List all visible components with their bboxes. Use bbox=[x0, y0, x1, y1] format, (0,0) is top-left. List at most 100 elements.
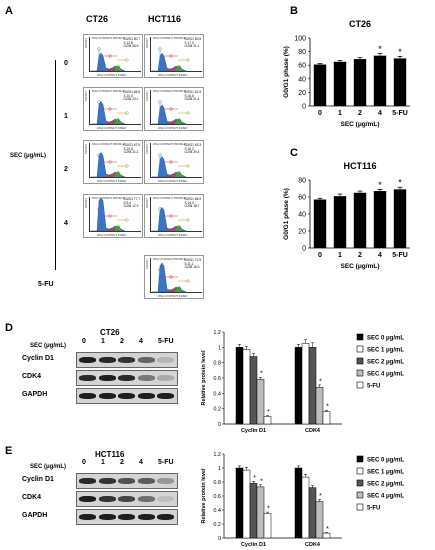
panel-d-row-label: Cyclin D1 bbox=[22, 355, 54, 362]
gate-marker bbox=[125, 58, 129, 62]
chart-c-y-tick-label: 80 bbox=[298, 178, 306, 185]
dna-content-histogram: DNA CONTENT PROFILE DNA CONTENT INDEX COUN… bbox=[83, 194, 143, 238]
gate-marker bbox=[186, 279, 190, 283]
chart-d-y-tick-label: 1.2 bbox=[213, 330, 221, 336]
chart-c-bar bbox=[333, 196, 347, 248]
histogram-stat-line: G0/G1 67.9 bbox=[123, 143, 140, 147]
histogram-stats: G0/G1 61.9 S 16.6 G2/M 21.4 bbox=[184, 90, 201, 102]
chart-e-bar bbox=[301, 476, 310, 539]
chart-c-significance-mark: * bbox=[378, 180, 382, 190]
g2-peak bbox=[114, 118, 122, 124]
g1-peak bbox=[91, 198, 126, 232]
chart-d-bar bbox=[242, 349, 251, 425]
histogram-axis bbox=[89, 90, 141, 125]
chart-e-legend-label: 5-FU bbox=[367, 506, 380, 512]
panel-e-band bbox=[118, 514, 135, 520]
chart-e-legend-swatch bbox=[356, 455, 364, 463]
panel-e-lane-label: 5-FU bbox=[158, 459, 174, 466]
chart-e-x-tick-label: CDK4 bbox=[305, 542, 321, 548]
histogram-plot bbox=[91, 198, 129, 232]
g2-peak bbox=[175, 171, 183, 177]
chart-e-ylabel: Relative protein level bbox=[201, 468, 207, 523]
panel-a-row-label: 2 bbox=[64, 166, 68, 173]
chart-b-x-tick-label: 1 bbox=[338, 110, 342, 117]
gate-marker bbox=[169, 160, 173, 164]
g2-peak bbox=[175, 225, 183, 231]
histogram-caption: DNA CONTENT PROFILE bbox=[153, 196, 186, 200]
gate-marker bbox=[169, 107, 173, 111]
gate-marker bbox=[169, 214, 173, 218]
histogram-plot bbox=[152, 100, 190, 125]
histogram-axis bbox=[150, 258, 202, 293]
histogram-stat-line: S 12.8 bbox=[123, 40, 133, 45]
chart-b-y-tick-label: 40 bbox=[298, 76, 306, 83]
g1-peak bbox=[152, 262, 187, 293]
histogram-axis bbox=[89, 37, 141, 72]
chart-c-xlabel: SEC (μg/mL) bbox=[340, 263, 379, 270]
chart-e-y-tick-label: 0.4 bbox=[213, 508, 221, 514]
chart-c-ylabel: G0/G1 phase (%) bbox=[283, 188, 290, 240]
panel-e-row-label: GAPDH bbox=[22, 512, 48, 519]
panel-a-row-label: 1 bbox=[64, 113, 68, 120]
chart-d-significance-mark: * bbox=[319, 378, 322, 385]
chart-c-x-tick-label: 2 bbox=[358, 252, 362, 259]
panel-d-band bbox=[157, 375, 174, 381]
chart-d-y-tick-label: 1 bbox=[218, 345, 221, 351]
gate-marker bbox=[97, 47, 101, 51]
chart-e-y-tick-label: 1.2 bbox=[213, 452, 221, 458]
chart-e-legend-label: SEC 0 μg/mL bbox=[367, 458, 404, 464]
panel-d-band bbox=[79, 393, 96, 399]
histogram-plot bbox=[152, 47, 190, 72]
chart-d-legend-swatch bbox=[356, 345, 364, 353]
histogram-xlabel: DNA CONTENT INDEX bbox=[97, 126, 127, 130]
histogram-caption: DNA CONTENT PROFILE bbox=[153, 36, 186, 40]
chart-e-legend-label: SEC 1 μg/mL bbox=[367, 470, 404, 476]
histogram-xlabel: DNA CONTENT INDEX bbox=[97, 179, 127, 183]
histogram-stats: G0/G1 60.7 S 12.8 G2/M 26.5 bbox=[123, 37, 140, 49]
histogram-axis bbox=[150, 37, 202, 72]
chart-b-significance-mark: * bbox=[378, 44, 382, 54]
histogram-ylabel: COUNT bbox=[84, 144, 88, 154]
histogram-plot bbox=[91, 152, 129, 178]
chart-c-y-tick-label: 60 bbox=[298, 195, 306, 202]
chart-e-bar bbox=[242, 469, 251, 539]
gate-marker bbox=[169, 275, 173, 279]
panel-d-letter: D bbox=[5, 322, 13, 334]
gate-marker bbox=[108, 214, 112, 218]
chart-d-legend-label: SEC 2 μg/mL bbox=[367, 360, 404, 366]
chart-e-legend-swatch bbox=[356, 467, 364, 475]
histogram-stat-line: S 16.6 bbox=[184, 93, 194, 98]
chart-b-x-tick-label: 4 bbox=[378, 110, 382, 117]
chart-b-x-tick-label: 2 bbox=[358, 110, 362, 117]
gate-marker bbox=[186, 164, 190, 168]
histogram-caption: DNA CONTENT PROFILE bbox=[92, 36, 125, 40]
histogram-axis bbox=[89, 197, 141, 232]
chart-e-significance-mark: * bbox=[319, 493, 322, 500]
chart-d-legend-swatch bbox=[356, 333, 364, 341]
histogram-plot bbox=[91, 47, 129, 72]
panel-e-band bbox=[157, 496, 174, 502]
chart-e-bar bbox=[315, 501, 324, 539]
chart-c-title: HCT116 bbox=[343, 161, 376, 171]
panel-e-band bbox=[118, 478, 135, 484]
panel-e-row-label: CDK4 bbox=[22, 494, 42, 501]
chart-d-x-tick-label: Cyclin D1 bbox=[241, 428, 266, 434]
dna-content-histogram: DNA CONTENT PROFILE DNA CONTENT INDEX COUN… bbox=[83, 140, 143, 184]
histogram-plot bbox=[152, 206, 190, 232]
histogram-stats: G0/G1 63.3 S 16.2 G2/M 20.4 bbox=[184, 143, 201, 155]
dna-content-histogram: DNA CONTENT PROFILE DNA CONTENT INDEX COUN… bbox=[144, 87, 204, 131]
panel-e-band bbox=[98, 514, 116, 520]
chart-b-y-tick-label: 60 bbox=[298, 63, 306, 70]
histogram-stat-line: S 9.4 bbox=[123, 200, 131, 205]
histogram-ylabel: COUNT bbox=[145, 38, 149, 48]
panel-d-row-label: GAPDH bbox=[22, 391, 48, 398]
panel-e-letter: E bbox=[5, 445, 13, 457]
chart-b-bar bbox=[313, 64, 327, 106]
chart-e-y-tick-label: 0 bbox=[218, 536, 221, 542]
gate-marker bbox=[125, 164, 129, 168]
histogram-stat-line: G0/G1 63.3 bbox=[184, 143, 201, 147]
panel-d-lane-label: 4 bbox=[139, 338, 143, 345]
histogram-stat-line: G2/M 21.2 bbox=[123, 150, 139, 155]
panel-e-band bbox=[137, 496, 155, 502]
chart-e-svg: 0 0.2 0.4 0.6 0.8 1 1.2 Relative protein level *… bbox=[201, 452, 404, 548]
